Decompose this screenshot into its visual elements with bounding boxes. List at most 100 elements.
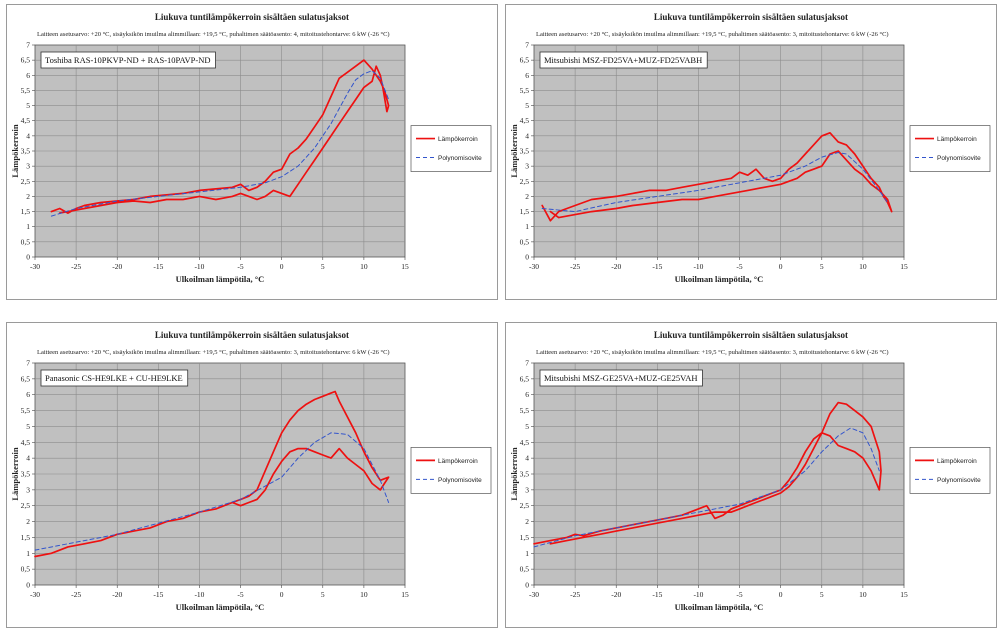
chart-2-svg: Liukuva tuntilämpökerroin sisältäen sula… [509, 12, 991, 284]
y-tick-label: 5,5 [21, 406, 31, 415]
legend: Lämpökerroin Polynomisovite [410, 447, 492, 494]
legend-label-fit: Polynomisovite [937, 155, 981, 162]
y-tick-label: 6,5 [21, 374, 31, 383]
chart-subtitle: Laitteen asetusarvo: +20 °C, sisäyksikön… [536, 349, 889, 356]
chart-title: Liukuva tuntilämpökerroin sisältäen sula… [155, 330, 349, 340]
y-axis-label: Lämpökerroin [509, 447, 519, 500]
measured-series-line [34, 390, 390, 558]
x-tick-label: -25 [570, 262, 580, 271]
legend-label-measured: Lämpökerroin [438, 136, 478, 143]
x-tick-label: 10 [360, 262, 368, 271]
y-tick-label: 5,5 [21, 86, 31, 95]
chart-panel-1: Liukuva tuntilämpökerroin sisältäen sula… [6, 4, 498, 300]
x-tick-label: -15 [153, 262, 163, 271]
x-axis-label: Ulkoilman lämpötila, °C [176, 274, 265, 284]
y-tick-label: 3 [26, 162, 30, 171]
legend-label-fit: Polynomisovite [438, 155, 482, 162]
y-tick-label: 6,5 [21, 56, 31, 65]
x-tick-label: 10 [859, 590, 867, 599]
x-tick-label: -20 [611, 590, 621, 599]
measured-series-line [533, 401, 882, 545]
y-tick-label: 0,5 [520, 565, 530, 574]
chart-title: Liukuva tuntilämpökerroin sisältäen sula… [654, 330, 848, 340]
y-tick-label: 7 [525, 359, 529, 368]
y-tick-label: 3 [525, 485, 529, 494]
y-tick-label: 6 [525, 71, 529, 80]
chart-title: Liukuva tuntilämpökerroin sisältäen sula… [654, 12, 848, 22]
legend-box [909, 125, 991, 172]
y-tick-label: 0 [525, 253, 529, 262]
fit-curve [50, 70, 390, 217]
model-label-box [539, 51, 708, 69]
y-tick-label: 3,5 [21, 470, 31, 479]
y-tick-label: 4,5 [520, 116, 530, 125]
x-tick-label: -15 [153, 590, 163, 599]
y-tick-label: 5 [525, 422, 529, 431]
model-name: Toshiba RAS-10PKVP-ND + RAS-10PAVP-ND [45, 55, 211, 65]
y-tick-label: 2 [26, 192, 30, 201]
y-tick-label: 7 [26, 359, 30, 368]
x-tick-label: -25 [570, 590, 580, 599]
x-tick-label: -20 [112, 262, 122, 271]
legend-label-measured: Lämpökerroin [937, 136, 977, 143]
x-axis-label: Ulkoilman lämpötila, °C [176, 602, 265, 612]
x-tick-label: 15 [900, 262, 908, 271]
chart-1-svg: Liukuva tuntilämpökerroin sisältäen sula… [10, 12, 492, 284]
y-tick-label: 0,5 [21, 237, 31, 246]
chart-4-svg: Liukuva tuntilämpökerroin sisältäen sula… [509, 330, 991, 612]
x-tick-label: 5 [820, 262, 824, 271]
legend-label-measured: Lämpökerroin [937, 458, 977, 465]
model-name: Mitsubishi MSZ-GE25VA+MUZ-GE25VAH [544, 373, 697, 383]
x-tick-label: -10 [194, 262, 204, 271]
x-tick-label: 15 [900, 590, 908, 599]
chart-panel-2: Liukuva tuntilämpökerroin sisältäen sula… [505, 4, 997, 300]
y-tick-label: 1,5 [21, 533, 31, 542]
x-tick-label: -5 [736, 590, 742, 599]
model-label-box [40, 51, 216, 69]
model-label-box [539, 369, 703, 387]
y-tick-label: 5,5 [520, 406, 530, 415]
y-tick-label: 0 [525, 581, 529, 590]
y-tick-label: 7 [525, 41, 529, 50]
y-tick-label: 2,5 [21, 177, 31, 186]
y-tick-label: 2,5 [520, 177, 530, 186]
x-axis-label: Ulkoilman lämpötila, °C [675, 602, 764, 612]
y-tick-label: 5 [26, 101, 30, 110]
y-tick-label: 2 [525, 517, 529, 526]
y-tick-label: 4 [26, 454, 30, 463]
y-tick-label: 0,5 [21, 565, 31, 574]
y-tick-label: 5 [525, 101, 529, 110]
y-tick-label: 4,5 [21, 116, 31, 125]
y-tick-label: 1 [525, 549, 529, 558]
y-tick-label: 3 [525, 162, 529, 171]
y-tick-label: 1 [26, 222, 30, 231]
y-tick-label: 0,5 [520, 237, 530, 246]
y-tick-label: 3,5 [520, 470, 530, 479]
y-axis-label: Lämpökerroin [509, 124, 519, 177]
y-tick-label: 3,5 [520, 147, 530, 156]
x-tick-label: -30 [529, 590, 539, 599]
x-tick-label: -30 [529, 262, 539, 271]
y-tick-label: 6,5 [520, 56, 530, 65]
fit-curve [34, 432, 390, 551]
x-tick-label: -10 [693, 262, 703, 271]
y-tick-label: 5 [26, 422, 30, 431]
measured-series-line [50, 59, 390, 214]
x-tick-label: 15 [401, 262, 409, 271]
legend-box [410, 447, 492, 494]
y-tick-label: 1,5 [21, 207, 31, 216]
chart-title: Liukuva tuntilämpökerroin sisältäen sula… [155, 12, 349, 22]
model-label: Toshiba RAS-10PKVP-ND + RAS-10PAVP-ND [40, 51, 216, 69]
x-tick-label: 10 [859, 262, 867, 271]
y-tick-label: 6 [26, 390, 30, 399]
x-tick-label: -15 [652, 262, 662, 271]
chart-panel-3: Liukuva tuntilämpökerroin sisältäen sula… [6, 322, 498, 628]
legend-box [909, 447, 991, 494]
y-tick-label: 0 [26, 253, 30, 262]
x-tick-label: -10 [693, 590, 703, 599]
y-tick-label: 3 [26, 485, 30, 494]
y-tick-label: 4 [525, 454, 529, 463]
chart-subtitle: Laitteen asetusarvo: +20 °C, sisäyksikön… [536, 31, 889, 38]
x-tick-label: 15 [401, 590, 409, 599]
y-tick-label: 1,5 [520, 207, 530, 216]
